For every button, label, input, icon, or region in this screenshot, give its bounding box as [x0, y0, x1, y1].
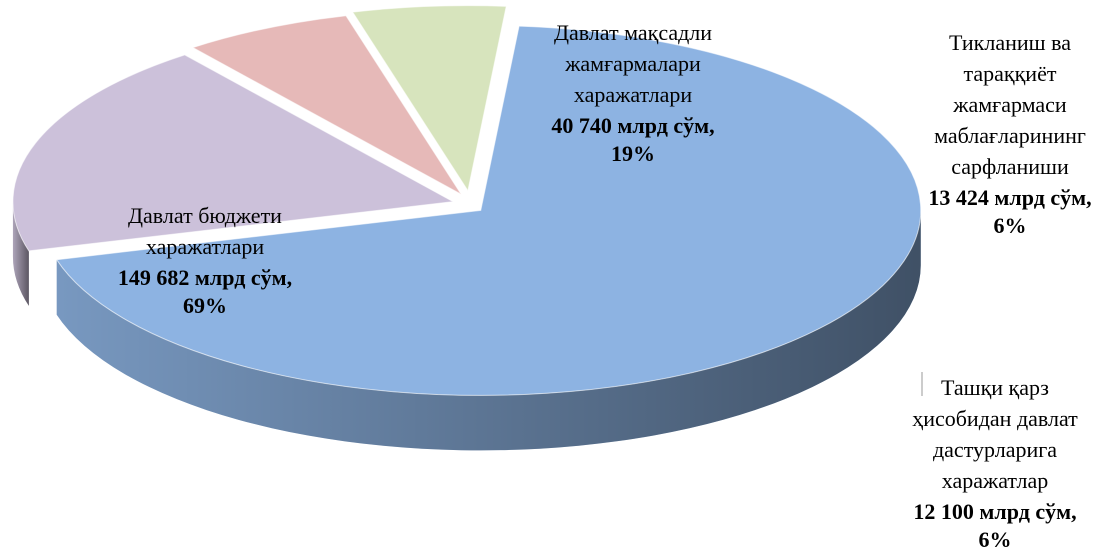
category-label: харажатлари [146, 234, 264, 259]
category-label: сарфланиши [951, 154, 1069, 179]
slice [55, 25, 922, 396]
category-label: дастурларига [933, 437, 1057, 462]
percent-label: 19% [611, 141, 655, 166]
labels: Давлат бюджети харажатлари 149 682 млрд сў… [118, 20, 1092, 552]
value-label: 149 682 млрд сўм, [118, 265, 292, 290]
category-label: харажатлари [574, 82, 692, 107]
category-label: ҳисобидан давлат [912, 406, 1078, 431]
slice [191, 15, 462, 195]
percent-label: 69% [183, 293, 227, 318]
category-label: жамғармалари [564, 51, 701, 76]
value-label: 13 424 млрд сўм, [928, 185, 1091, 210]
slice [12, 54, 455, 252]
category-label: Давлат бюджети [128, 203, 282, 228]
category-label: жамғармаси [952, 92, 1067, 117]
percent-label: 6% [979, 527, 1012, 552]
category-label: маблағларининг [934, 123, 1086, 148]
category-label: Давлат мақсадли [554, 20, 712, 45]
category-label: Тикланиш ва [949, 30, 1071, 55]
percent-label: 6% [994, 213, 1027, 238]
category-label: тараққиёт [964, 61, 1057, 86]
value-label: 40 740 млрд сўм, [551, 113, 714, 138]
category-label: Ташқи қарз [941, 375, 1049, 400]
pie-tops [12, 5, 922, 396]
slice-wall-shade [56, 210, 921, 451]
slice [351, 5, 507, 192]
value-label: 12 100 млрд сўм, [913, 499, 1076, 524]
category-label: харажатлар [942, 468, 1048, 493]
